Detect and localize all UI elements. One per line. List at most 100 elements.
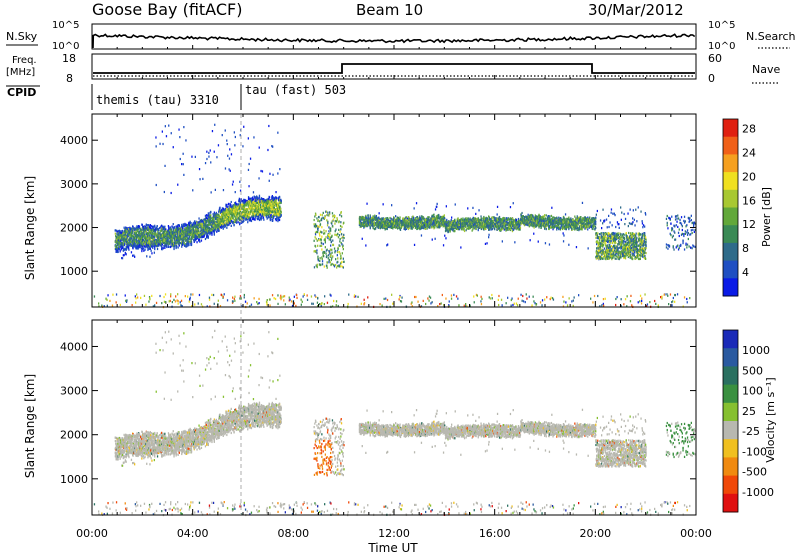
echo-cell [317, 226, 319, 229]
echo-cell [330, 240, 332, 243]
echo-cell [243, 125, 245, 128]
echo-cell [232, 221, 234, 224]
echo-cell [426, 225, 429, 228]
echo-cell [438, 225, 440, 228]
echo-cell [251, 201, 253, 204]
echo-cell [218, 222, 220, 225]
echo-cell [134, 228, 136, 231]
echo-cell [178, 244, 180, 247]
echo-cell [208, 214, 210, 217]
echo-cell [372, 225, 374, 228]
echo-cell [339, 257, 342, 260]
echo-cell [392, 218, 394, 221]
echo-cell [201, 231, 203, 234]
echo-cell [313, 225, 316, 228]
echo-cell [151, 241, 153, 244]
echo-cell [439, 225, 441, 228]
echo-cell [436, 221, 438, 224]
echo-cell [216, 216, 218, 219]
echo-cell [170, 238, 172, 242]
echo-cell [126, 238, 128, 241]
echo-cell [145, 245, 147, 248]
echo-cell [325, 230, 327, 233]
echo-cell [268, 201, 271, 204]
echo-cell [122, 249, 124, 252]
echo-cell [129, 244, 131, 247]
echo-cell [337, 232, 339, 235]
echo-cell [320, 263, 322, 266]
echo-cell [130, 251, 133, 254]
echo-cell [145, 230, 147, 233]
echo-cell [449, 220, 451, 224]
echo-cell [243, 212, 246, 215]
echo-cell [173, 244, 175, 247]
echo-cell [339, 262, 342, 265]
echo-cell [432, 222, 435, 226]
echo-cell [142, 244, 144, 247]
echo-cell [137, 233, 139, 236]
echo-cell [318, 232, 321, 235]
echo-cell [148, 234, 150, 237]
echo-cell [325, 210, 327, 213]
echo-cell [235, 221, 238, 224]
echo-cell [338, 244, 340, 247]
echo-cell [428, 226, 430, 229]
echo-cell [313, 239, 315, 242]
echo-cell [343, 236, 345, 240]
echo-cell [341, 252, 343, 255]
echo-cell [326, 266, 328, 269]
echo-cell [151, 252, 153, 255]
echo-cell [129, 240, 131, 243]
echo-cell [161, 238, 164, 241]
echo-cell [120, 243, 122, 246]
echo-cell [443, 221, 445, 224]
echo-cell [241, 219, 243, 222]
echo-cell [259, 213, 261, 216]
echo-cell [143, 244, 145, 247]
echo-cell [117, 235, 119, 238]
echo-cell [146, 237, 148, 240]
echo-cell [322, 250, 324, 254]
echo-cell [425, 223, 427, 226]
echo-cell [425, 218, 427, 221]
echo-cell [181, 245, 183, 248]
echo-cell [244, 198, 246, 202]
echo-cell [327, 222, 329, 225]
echo-cell [241, 221, 243, 224]
echo-cell [130, 241, 132, 244]
echo-cell [190, 238, 192, 241]
echo-cell [167, 232, 170, 235]
echo-cell [189, 233, 191, 236]
echo-cell [164, 236, 166, 239]
echo-cell [399, 228, 402, 231]
echo-cell [228, 222, 230, 225]
echo-cell [210, 223, 212, 226]
echo-cell [158, 236, 160, 239]
echo-cell [341, 236, 343, 239]
echo-cell [363, 216, 365, 220]
echo-cell [324, 246, 326, 249]
echo-cell [393, 220, 395, 223]
echo-cell [397, 216, 400, 220]
echo-cell [358, 217, 361, 221]
echo-cell [253, 201, 255, 204]
echo-cell [406, 226, 408, 229]
echo-cell [151, 242, 153, 245]
echo-cell [168, 235, 170, 238]
echo-cell [359, 221, 361, 224]
echo-cell [190, 242, 193, 245]
echo-cell [266, 204, 268, 207]
echo-cell [265, 207, 267, 210]
echo-cell [226, 221, 228, 224]
echo-cell [368, 218, 370, 221]
echo-cell [247, 212, 249, 215]
echo-cell [162, 233, 164, 236]
echo-cell [202, 219, 204, 223]
echo-cell [171, 245, 173, 248]
echo-cell [163, 231, 165, 234]
echo-cell [168, 124, 170, 127]
echo-cell [419, 215, 421, 218]
echo-cell [165, 230, 167, 233]
echo-cell [200, 222, 202, 225]
echo-cell [263, 218, 265, 221]
